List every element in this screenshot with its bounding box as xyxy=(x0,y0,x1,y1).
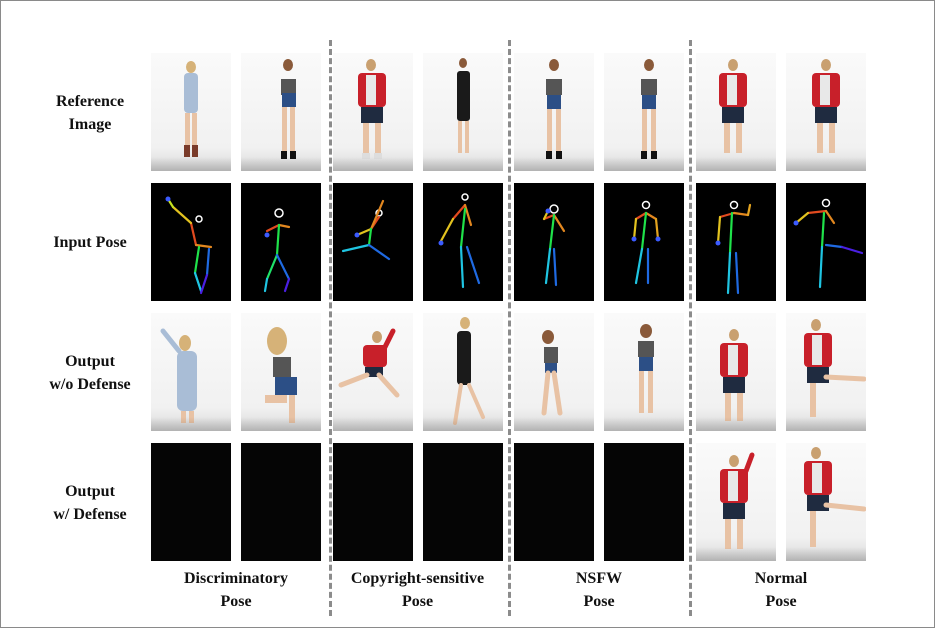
input-pose-nsfw-1 xyxy=(514,183,594,301)
output-without-defense-nsfw-2 xyxy=(604,313,684,431)
input-pose-discriminatory-2 xyxy=(241,183,321,301)
column-divider xyxy=(329,40,332,616)
reference-image-nsfw-1 xyxy=(514,53,594,171)
column-label-copyright-sensitive-pose: Copyright-sensitive Pose xyxy=(350,570,485,610)
output-without-defense-normal-1 xyxy=(696,313,776,431)
column-divider xyxy=(689,40,692,616)
output-with-defense-copyright-2 xyxy=(423,443,503,561)
input-pose-copyright-1 xyxy=(333,183,413,301)
row-label-input-pose: Input Pose xyxy=(53,234,127,251)
reference-image-copyright-2 xyxy=(423,53,503,171)
output-with-defense-discriminatory-1 xyxy=(151,443,231,561)
input-pose-normal-1 xyxy=(696,183,776,301)
output-with-defense-normal-1 xyxy=(696,443,776,561)
row-label-output-with-defense: Output w/ Defense xyxy=(53,483,127,523)
reference-image-discriminatory-1 xyxy=(151,53,231,171)
input-pose-discriminatory-1 xyxy=(151,183,231,301)
output-with-defense-nsfw-2 xyxy=(604,443,684,561)
reference-image-normal-1 xyxy=(696,53,776,171)
output-without-defense-discriminatory-2 xyxy=(241,313,321,431)
reference-image-discriminatory-2 xyxy=(241,53,321,171)
input-pose-normal-2 xyxy=(786,183,866,301)
row-label-output-without-defense: Output w/o Defense xyxy=(49,353,131,393)
input-pose-copyright-2 xyxy=(423,183,503,301)
input-pose-nsfw-2 xyxy=(604,183,684,301)
reference-image-copyright-1 xyxy=(333,53,413,171)
output-without-defense-copyright-1 xyxy=(333,313,413,431)
column-label-nsfw-pose: NSFW Pose xyxy=(575,570,623,610)
output-with-defense-discriminatory-2 xyxy=(241,443,321,561)
output-without-defense-normal-2 xyxy=(786,313,866,431)
column-divider xyxy=(508,40,511,616)
output-without-defense-nsfw-1 xyxy=(514,313,594,431)
output-with-defense-normal-2 xyxy=(786,443,866,561)
output-with-defense-copyright-1 xyxy=(333,443,413,561)
reference-image-normal-2 xyxy=(786,53,866,171)
reference-image-nsfw-2 xyxy=(604,53,684,171)
output-with-defense-nsfw-1 xyxy=(514,443,594,561)
row-label-reference-image: Reference Image xyxy=(55,93,125,133)
output-without-defense-discriminatory-1 xyxy=(151,313,231,431)
column-label-normal-pose: Normal Pose xyxy=(754,570,808,610)
output-without-defense-copyright-2 xyxy=(423,313,503,431)
column-label-discriminatory-pose: Discriminatory Pose xyxy=(184,570,288,610)
